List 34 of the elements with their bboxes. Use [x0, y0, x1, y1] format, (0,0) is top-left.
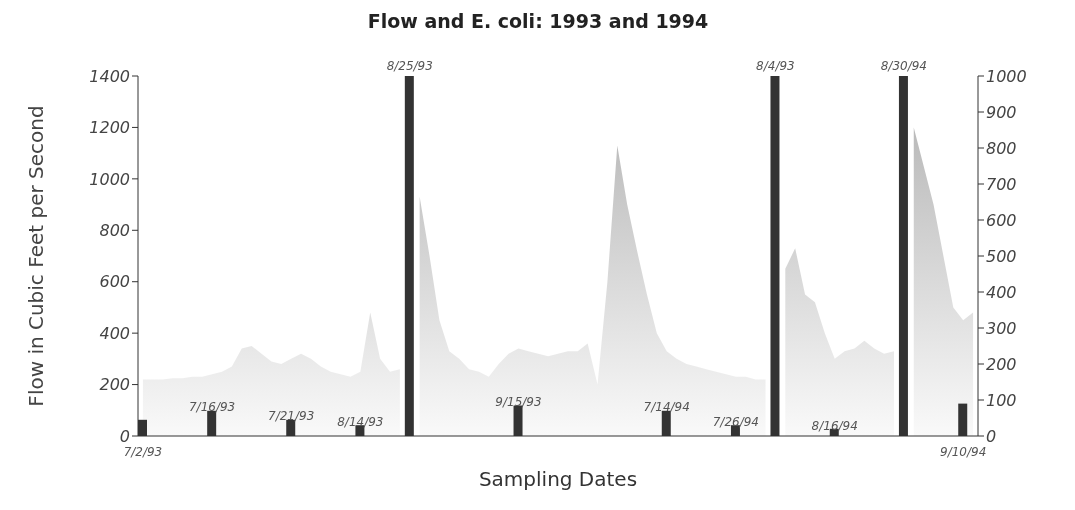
x-tick-label: 9/10/94 — [940, 445, 987, 459]
y-tick-label: 400 — [99, 323, 130, 343]
y2-tick-label: 700 — [986, 174, 1017, 194]
x-tick-label: 7/26/94 — [712, 414, 760, 429]
y-tick-label: 800 — [99, 220, 130, 240]
y-tick-label: 1200 — [89, 118, 130, 138]
y-tick-label: 0 — [119, 426, 130, 446]
y-tick-label: 600 — [99, 272, 130, 292]
x-tick-label: 8/16/94 — [811, 418, 858, 433]
y2-tick-label: 500 — [986, 246, 1017, 266]
y2-tick-label: 600 — [986, 210, 1017, 230]
y-axis-title: Flow in Cubic Feet per Second — [24, 105, 49, 407]
y2-tick-label: 400 — [986, 282, 1017, 302]
x-tick-label: 7/2/93 — [123, 445, 163, 459]
y2-tick-label: 300 — [986, 318, 1017, 338]
y-tick-label: 200 — [99, 375, 130, 395]
x-tick-label: 7/14/94 — [643, 400, 690, 415]
y-tick-label: 1000 — [89, 169, 130, 189]
x-tick-label: 7/21/93 — [268, 409, 315, 424]
y2-tick-label: 0 — [986, 426, 997, 446]
y2-tick-label: 100 — [986, 390, 1017, 410]
y2-tick-label: 200 — [986, 354, 1017, 374]
y2-tick-label: 900 — [986, 102, 1017, 122]
x-tick-label: 8/30/94 — [880, 59, 928, 73]
y2-tick-label: 1000 — [986, 66, 1027, 86]
chart-title: Flow and E. coli: 1993 and 1994 — [366, 10, 710, 32]
x-tick-label: 8/4/93 — [756, 59, 795, 73]
y2-tick-label: 800 — [986, 138, 1017, 158]
y-tick-label: 1400 — [89, 66, 130, 86]
x-tick-label: 9/15/93 — [495, 394, 542, 409]
x-tick-label: 8/25/93 — [386, 59, 433, 73]
x-tick-label: 7/16/93 — [188, 400, 236, 415]
x-axis-title: Sampling Dates — [478, 467, 638, 491]
x-tick-label: 8/14/93 — [337, 414, 384, 429]
